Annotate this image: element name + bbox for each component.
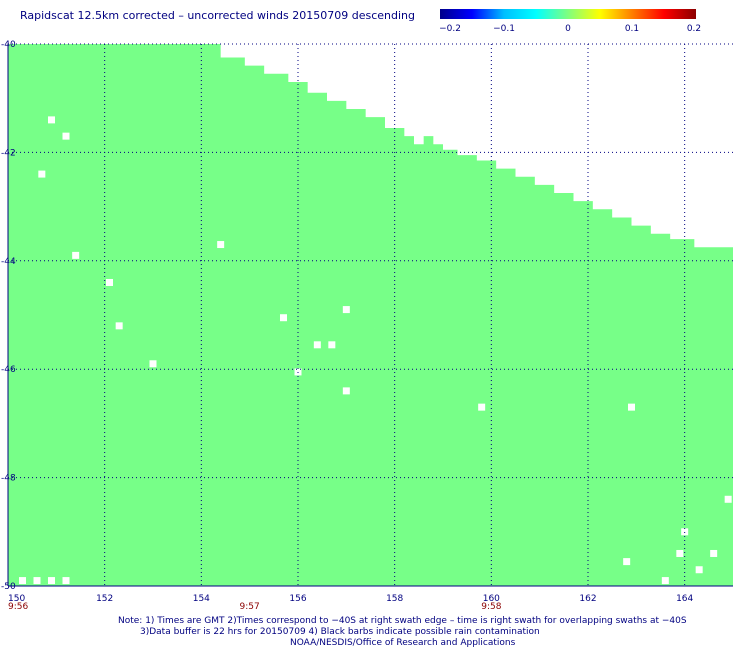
missing-data-cell (48, 116, 55, 124)
missing-data-cell (106, 278, 113, 286)
footnote-line-2: 3)Data buffer is 22 hrs for 20150709 4) … (140, 627, 540, 637)
colorbar-tick-label: 0.2 (687, 24, 701, 34)
missing-data-cell (115, 322, 123, 330)
longitude-tick-label: 150 (8, 594, 25, 604)
time-label: 9:58 (481, 602, 501, 612)
missing-data-cell (661, 577, 669, 585)
missing-data-cell (19, 577, 26, 585)
colorbar-tick-label: −0.2 (439, 24, 461, 34)
missing-data-cell (62, 132, 70, 140)
time-label: 9:56 (8, 602, 28, 612)
latitude-tick-label: -48 (1, 474, 16, 484)
missing-data-cell (328, 341, 336, 349)
longitude-tick-label: 160 (483, 594, 500, 604)
missing-data-cell (724, 495, 732, 503)
missing-data-cell (149, 360, 157, 368)
latitude-tick-label: -50 (1, 582, 16, 592)
footnote-line-1: Note: 1) Times are GMT 2)Times correspon… (118, 616, 687, 626)
longitude-tick-label: 158 (386, 594, 403, 604)
missing-data-cell (478, 403, 486, 411)
time-label: 9:57 (240, 602, 260, 612)
colorbar-tick-label: 0.1 (625, 24, 639, 34)
colorbar-tick-label: 0 (565, 24, 571, 34)
missing-data-cell (62, 577, 70, 585)
missing-data-cell (72, 251, 80, 259)
longitude-tick-label: 152 (96, 594, 113, 604)
map-title: Rapidscat 12.5km corrected – uncorrected… (20, 9, 416, 22)
longitude-tick-label: 156 (289, 594, 306, 604)
missing-data-cell (294, 368, 302, 376)
wind-swath-area (8, 44, 733, 586)
longitude-tick-label: 164 (676, 594, 693, 604)
missing-data-cell (676, 549, 684, 557)
missing-data-cell (623, 558, 631, 566)
colorbar-tick-label: −0.1 (493, 24, 515, 34)
footnote-line-3: NOAA/NESDIS/Office of Research and Appli… (290, 638, 516, 648)
missing-data-cell (280, 314, 287, 322)
missing-data-cell (695, 566, 703, 574)
missing-data-cell (33, 577, 41, 585)
colorbar-gradient (440, 9, 696, 19)
latitude-tick-label: -44 (1, 257, 16, 267)
latitude-tick-label: -40 (1, 40, 16, 50)
missing-data-cell (681, 528, 689, 536)
missing-data-cell (48, 577, 55, 585)
missing-data-cell (710, 549, 718, 557)
missing-data-cell (342, 306, 350, 314)
longitude-tick-label: 154 (193, 594, 210, 604)
latitude-tick-label: -46 (1, 365, 16, 375)
missing-data-cell (342, 387, 350, 395)
longitude-tick-label: 162 (579, 594, 596, 604)
colorbar: −0.2 −0.1 0 0.1 0.2 (439, 9, 701, 34)
latitude-tick-label: -42 (1, 148, 16, 158)
missing-data-cell (628, 403, 635, 411)
missing-data-cell (217, 241, 225, 249)
missing-data-cell (38, 170, 46, 178)
missing-data-cell (313, 341, 321, 349)
